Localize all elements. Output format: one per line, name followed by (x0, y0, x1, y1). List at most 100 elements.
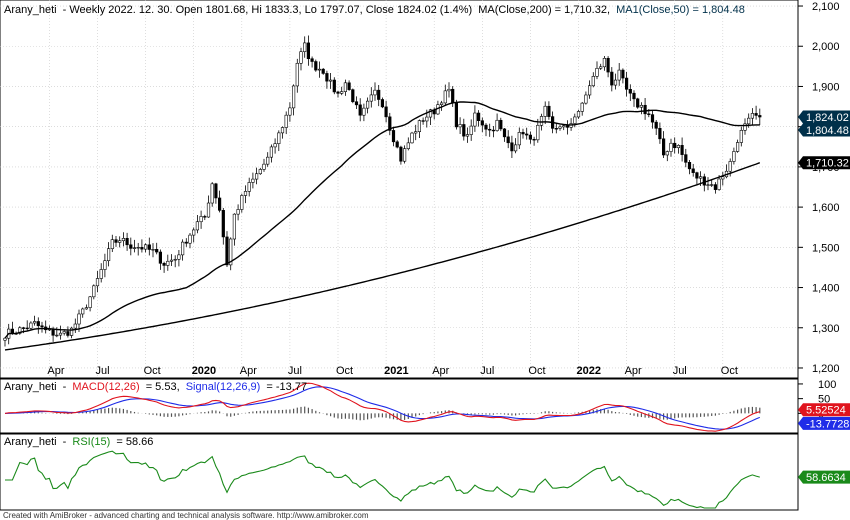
price-y-tick-label: 1,900 (812, 81, 840, 93)
candle-body (147, 244, 151, 250)
price-header-info: - Weekly 2022. 12. 30. Open 1801.68, Hi … (63, 4, 473, 16)
candle-body (628, 89, 632, 94)
candle-body (465, 134, 470, 137)
price-header-ma50: MA1(Close,50) = 1,804.48 (616, 4, 745, 16)
candle-body (661, 138, 666, 156)
candle-body (203, 216, 207, 218)
candle-body (21, 327, 26, 329)
candle-body (273, 143, 277, 148)
x-tick-label: Apr (625, 365, 642, 377)
macd-tags: 5.52524-13.7728 (798, 403, 850, 430)
candle-body (702, 176, 706, 186)
x-tick-label: Apr (47, 365, 64, 377)
candle-body (406, 142, 410, 149)
macd-tag (798, 416, 850, 430)
candle-body (140, 246, 144, 250)
candle-body (532, 138, 536, 141)
candle-body (95, 278, 100, 287)
x-tick-label: Jul (480, 365, 494, 377)
macd-y-tick-label: 100 (818, 379, 836, 391)
candle-body (192, 229, 196, 236)
rsi-panel: 58.6634 Arany_heti - RSI(15) = 58.66 (0, 433, 850, 511)
candle-body (488, 128, 492, 131)
candle-body (735, 142, 740, 152)
candle-body (158, 251, 163, 264)
candle-body (299, 51, 303, 64)
candle-body (732, 151, 736, 162)
price-y-tick-label: 1,600 (812, 202, 840, 214)
candle-body (484, 124, 488, 130)
candle-body (591, 76, 595, 87)
candle-body (236, 209, 240, 215)
candle-body (29, 322, 33, 329)
signal-header-label: Signal(12,26,9) (186, 381, 261, 393)
candle-body (721, 176, 725, 180)
candle-body (710, 184, 714, 186)
candle-body (240, 195, 244, 210)
candle-body (358, 104, 362, 116)
rsi-tag (798, 470, 850, 484)
candle-body (336, 91, 340, 94)
candle-body (343, 82, 348, 92)
candle-body (195, 221, 200, 231)
candle-body (306, 42, 311, 60)
candle-body (547, 105, 551, 117)
candle-body (650, 114, 655, 123)
candle-body (665, 151, 669, 156)
candle-body (362, 107, 366, 116)
price-tag (798, 156, 850, 170)
candle-body (525, 133, 529, 136)
candle-body (391, 130, 396, 143)
candle-body (232, 213, 237, 240)
candle-body (132, 247, 137, 249)
candle-body (739, 129, 743, 143)
candle-body (491, 129, 496, 132)
candle-body (277, 132, 281, 144)
candle-body (295, 62, 299, 87)
candle-body (229, 238, 233, 266)
candle-body (606, 58, 610, 73)
candle-body (369, 94, 373, 102)
x-tick-label: Oct (721, 365, 738, 377)
candle-body (643, 104, 647, 115)
candle-body (536, 124, 540, 141)
rsi-tags: 58.6634 (798, 470, 850, 484)
candle-body (262, 163, 266, 170)
candle-body (573, 116, 577, 124)
candle-body (728, 161, 732, 172)
candle-body (125, 238, 129, 246)
candle-body (266, 156, 270, 165)
candle-body (144, 244, 148, 250)
candle-body (280, 127, 285, 134)
candle-body (55, 334, 59, 337)
candle-body (84, 307, 88, 310)
candle-body (62, 331, 66, 334)
candle-body (617, 69, 621, 81)
candle-body (691, 168, 695, 173)
x-tick-label: 2020 (192, 365, 216, 377)
candle-body (40, 325, 44, 328)
candle-body (199, 216, 203, 223)
price-tag-label: 1,710.32 (806, 158, 849, 170)
x-tick-label: Jul (673, 365, 687, 377)
candle-body (380, 99, 385, 108)
candle-body (107, 248, 111, 262)
candle-body (595, 67, 599, 77)
candle-body (632, 92, 636, 100)
candle-body (77, 313, 81, 325)
rsi-header-label: RSI(15) (72, 436, 110, 448)
candle-body (206, 202, 211, 218)
price-header-ma200: MA(Close,200) = 1,710.32, (478, 4, 610, 16)
candle-body (347, 82, 351, 90)
ma200-line (4, 162, 761, 351)
candle-body (173, 258, 177, 261)
candle-body (584, 94, 588, 104)
candle-body (110, 239, 114, 250)
price-tag (798, 123, 850, 137)
candle-body (247, 182, 251, 192)
macd-header: Arany_heti - MACD(12,26) = 5.53, Signal(… (4, 381, 307, 393)
candle-body (706, 184, 710, 186)
candle-body (587, 85, 592, 96)
candle-body (658, 127, 662, 140)
